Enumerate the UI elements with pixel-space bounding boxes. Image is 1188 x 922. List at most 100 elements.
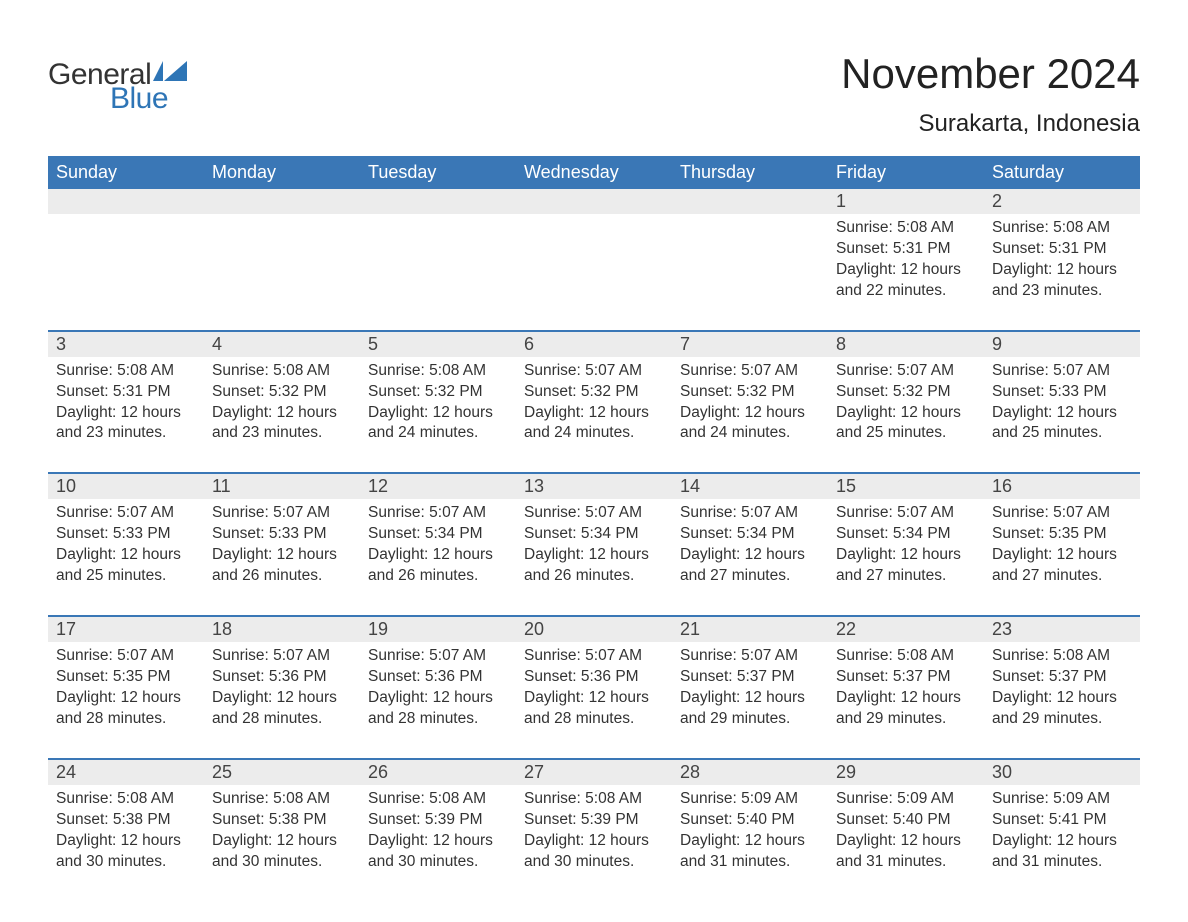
day-data: Sunrise: 5:08 AMSunset: 5:37 PMDaylight:… bbox=[828, 642, 984, 758]
sunrise-line: Sunrise: 5:08 AM bbox=[524, 789, 664, 810]
daylight-line: Daylight: 12 hours and 30 minutes. bbox=[524, 831, 664, 873]
sunset-line: Sunset: 5:39 PM bbox=[368, 810, 508, 831]
calendar-cell: 18Sunrise: 5:07 AMSunset: 5:36 PMDayligh… bbox=[204, 616, 360, 759]
calendar-week: 17Sunrise: 5:07 AMSunset: 5:35 PMDayligh… bbox=[48, 616, 1140, 759]
day-number: 1 bbox=[828, 189, 984, 214]
sunrise-line: Sunrise: 5:07 AM bbox=[524, 646, 664, 667]
weekday-header: Saturday bbox=[984, 156, 1140, 189]
day-data: Sunrise: 5:07 AMSunset: 5:36 PMDaylight:… bbox=[360, 642, 516, 758]
sunset-line: Sunset: 5:35 PM bbox=[56, 667, 196, 688]
daylight-line: Daylight: 12 hours and 25 minutes. bbox=[992, 403, 1132, 445]
calendar-cell: 2Sunrise: 5:08 AMSunset: 5:31 PMDaylight… bbox=[984, 189, 1140, 331]
day-data: Sunrise: 5:08 AMSunset: 5:39 PMDaylight:… bbox=[516, 785, 672, 883]
calendar-cell: 12Sunrise: 5:07 AMSunset: 5:34 PMDayligh… bbox=[360, 473, 516, 616]
daylight-line: Daylight: 12 hours and 29 minutes. bbox=[836, 688, 976, 730]
logo-word-blue: Blue bbox=[110, 82, 187, 116]
day-data: Sunrise: 5:08 AMSunset: 5:31 PMDaylight:… bbox=[48, 357, 204, 473]
header: General Blue November 2024 Surakarta, In… bbox=[48, 50, 1140, 138]
day-number: 29 bbox=[828, 760, 984, 785]
calendar-cell: 15Sunrise: 5:07 AMSunset: 5:34 PMDayligh… bbox=[828, 473, 984, 616]
sunrise-line: Sunrise: 5:07 AM bbox=[836, 503, 976, 524]
day-data: Sunrise: 5:07 AMSunset: 5:32 PMDaylight:… bbox=[672, 357, 828, 473]
calendar-cell bbox=[516, 189, 672, 331]
day-data: Sunrise: 5:09 AMSunset: 5:40 PMDaylight:… bbox=[672, 785, 828, 883]
page-title: November 2024 bbox=[841, 50, 1140, 98]
day-number: 23 bbox=[984, 617, 1140, 642]
sunset-line: Sunset: 5:34 PM bbox=[680, 524, 820, 545]
calendar-cell bbox=[672, 189, 828, 331]
day-number: 17 bbox=[48, 617, 204, 642]
calendar-cell: 30Sunrise: 5:09 AMSunset: 5:41 PMDayligh… bbox=[984, 759, 1140, 883]
day-data bbox=[360, 214, 516, 246]
calendar-cell: 17Sunrise: 5:07 AMSunset: 5:35 PMDayligh… bbox=[48, 616, 204, 759]
sunrise-line: Sunrise: 5:08 AM bbox=[992, 218, 1132, 239]
sunrise-line: Sunrise: 5:07 AM bbox=[992, 361, 1132, 382]
day-number: 3 bbox=[48, 332, 204, 357]
day-number: 7 bbox=[672, 332, 828, 357]
calendar-cell: 16Sunrise: 5:07 AMSunset: 5:35 PMDayligh… bbox=[984, 473, 1140, 616]
daylight-line: Daylight: 12 hours and 24 minutes. bbox=[524, 403, 664, 445]
calendar-cell: 7Sunrise: 5:07 AMSunset: 5:32 PMDaylight… bbox=[672, 331, 828, 474]
daylight-line: Daylight: 12 hours and 27 minutes. bbox=[836, 545, 976, 587]
calendar-cell: 14Sunrise: 5:07 AMSunset: 5:34 PMDayligh… bbox=[672, 473, 828, 616]
day-number: 9 bbox=[984, 332, 1140, 357]
daylight-line: Daylight: 12 hours and 31 minutes. bbox=[836, 831, 976, 873]
calendar-body: 1Sunrise: 5:08 AMSunset: 5:31 PMDaylight… bbox=[48, 189, 1140, 882]
day-number: 6 bbox=[516, 332, 672, 357]
sunrise-line: Sunrise: 5:08 AM bbox=[56, 361, 196, 382]
calendar-cell: 9Sunrise: 5:07 AMSunset: 5:33 PMDaylight… bbox=[984, 331, 1140, 474]
day-data: Sunrise: 5:08 AMSunset: 5:39 PMDaylight:… bbox=[360, 785, 516, 883]
calendar-head: Sunday Monday Tuesday Wednesday Thursday… bbox=[48, 156, 1140, 189]
sunrise-line: Sunrise: 5:07 AM bbox=[56, 646, 196, 667]
calendar-cell: 4Sunrise: 5:08 AMSunset: 5:32 PMDaylight… bbox=[204, 331, 360, 474]
sunset-line: Sunset: 5:34 PM bbox=[368, 524, 508, 545]
daylight-line: Daylight: 12 hours and 23 minutes. bbox=[56, 403, 196, 445]
sunrise-line: Sunrise: 5:07 AM bbox=[524, 361, 664, 382]
daylight-line: Daylight: 12 hours and 28 minutes. bbox=[524, 688, 664, 730]
calendar-cell: 26Sunrise: 5:08 AMSunset: 5:39 PMDayligh… bbox=[360, 759, 516, 883]
day-data bbox=[672, 214, 828, 246]
day-number: 28 bbox=[672, 760, 828, 785]
sunset-line: Sunset: 5:32 PM bbox=[680, 382, 820, 403]
day-data: Sunrise: 5:07 AMSunset: 5:32 PMDaylight:… bbox=[516, 357, 672, 473]
daylight-line: Daylight: 12 hours and 28 minutes. bbox=[212, 688, 352, 730]
sunrise-line: Sunrise: 5:07 AM bbox=[56, 503, 196, 524]
calendar-cell: 13Sunrise: 5:07 AMSunset: 5:34 PMDayligh… bbox=[516, 473, 672, 616]
calendar-cell: 11Sunrise: 5:07 AMSunset: 5:33 PMDayligh… bbox=[204, 473, 360, 616]
day-data bbox=[48, 214, 204, 246]
daylight-line: Daylight: 12 hours and 24 minutes. bbox=[368, 403, 508, 445]
daylight-line: Daylight: 12 hours and 26 minutes. bbox=[368, 545, 508, 587]
day-number: 2 bbox=[984, 189, 1140, 214]
sunset-line: Sunset: 5:36 PM bbox=[368, 667, 508, 688]
day-data: Sunrise: 5:09 AMSunset: 5:40 PMDaylight:… bbox=[828, 785, 984, 883]
logo: General Blue bbox=[48, 58, 187, 116]
day-data: Sunrise: 5:08 AMSunset: 5:31 PMDaylight:… bbox=[984, 214, 1140, 330]
daylight-line: Daylight: 12 hours and 26 minutes. bbox=[212, 545, 352, 587]
calendar-cell: 22Sunrise: 5:08 AMSunset: 5:37 PMDayligh… bbox=[828, 616, 984, 759]
day-data: Sunrise: 5:07 AMSunset: 5:37 PMDaylight:… bbox=[672, 642, 828, 758]
calendar-cell: 24Sunrise: 5:08 AMSunset: 5:38 PMDayligh… bbox=[48, 759, 204, 883]
daylight-line: Daylight: 12 hours and 27 minutes. bbox=[680, 545, 820, 587]
day-data: Sunrise: 5:09 AMSunset: 5:41 PMDaylight:… bbox=[984, 785, 1140, 883]
day-number: 24 bbox=[48, 760, 204, 785]
day-number: 25 bbox=[204, 760, 360, 785]
day-number bbox=[516, 189, 672, 214]
day-number: 14 bbox=[672, 474, 828, 499]
title-block: November 2024 Surakarta, Indonesia bbox=[841, 50, 1140, 138]
sunrise-line: Sunrise: 5:07 AM bbox=[680, 646, 820, 667]
day-data: Sunrise: 5:07 AMSunset: 5:35 PMDaylight:… bbox=[984, 499, 1140, 615]
day-number bbox=[360, 189, 516, 214]
day-number: 5 bbox=[360, 332, 516, 357]
day-number: 21 bbox=[672, 617, 828, 642]
weekday-header: Monday bbox=[204, 156, 360, 189]
calendar-cell: 10Sunrise: 5:07 AMSunset: 5:33 PMDayligh… bbox=[48, 473, 204, 616]
sunrise-line: Sunrise: 5:08 AM bbox=[212, 361, 352, 382]
day-data: Sunrise: 5:07 AMSunset: 5:36 PMDaylight:… bbox=[204, 642, 360, 758]
sunrise-line: Sunrise: 5:07 AM bbox=[368, 646, 508, 667]
calendar-cell: 21Sunrise: 5:07 AMSunset: 5:37 PMDayligh… bbox=[672, 616, 828, 759]
day-data: Sunrise: 5:08 AMSunset: 5:31 PMDaylight:… bbox=[828, 214, 984, 330]
calendar-cell: 27Sunrise: 5:08 AMSunset: 5:39 PMDayligh… bbox=[516, 759, 672, 883]
weekday-header: Friday bbox=[828, 156, 984, 189]
sunset-line: Sunset: 5:33 PM bbox=[212, 524, 352, 545]
sunset-line: Sunset: 5:31 PM bbox=[56, 382, 196, 403]
